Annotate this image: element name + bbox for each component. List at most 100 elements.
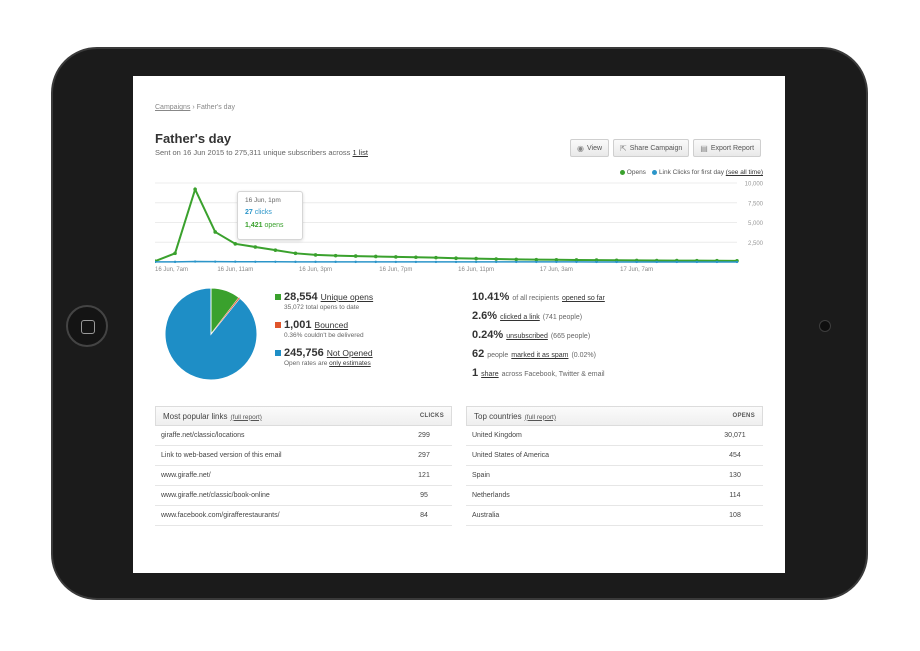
- tooltip-opens: 1,421 opens: [245, 222, 284, 229]
- clicks-point: [314, 260, 317, 264]
- row-value: 454: [729, 452, 741, 459]
- links-table-title: Most popular links (full report): [163, 412, 262, 421]
- bounced-link[interactable]: Bounced: [314, 320, 349, 330]
- tooltip-opens-label: opens: [264, 222, 284, 229]
- opens-line-chart: 10,000 7,500 5,000 2,500 16 Jun, 7am 16 Jun, …: [155, 182, 764, 273]
- table-row[interactable]: www.giraffe.net/121: [155, 466, 452, 486]
- stat-not-opened: 245,756 Not Opened Open rates are only es…: [275, 347, 373, 367]
- table-row[interactable]: giraffe.net/classic/locations 299: [155, 426, 452, 446]
- export-report-button[interactable]: ▤ Export Report: [693, 139, 762, 157]
- y-tick-label: 2,500: [748, 241, 764, 247]
- row-name: Link to web-based version of this email: [161, 452, 282, 459]
- table-row[interactable]: United States of America 454: [466, 446, 763, 466]
- legend-clicks-label: Link Clicks for first day: [658, 169, 724, 176]
- see-all-time-link[interactable]: (see all time): [725, 169, 763, 176]
- view-label: View: [586, 144, 603, 152]
- clicks-point: [715, 260, 719, 264]
- table-row[interactable]: United Kingdom 30,071: [466, 426, 763, 446]
- pie-slice-opens: [210, 287, 240, 336]
- x-tick-label: 17 Jun, 3am: [540, 267, 573, 273]
- opened-so-far-link[interactable]: opened so far: [562, 295, 605, 302]
- opens-point: [514, 257, 519, 262]
- opens-point: [353, 254, 358, 258]
- list-link[interactable]: 1 list: [352, 148, 368, 157]
- clicks-point: [254, 260, 257, 263]
- links-full-report-link[interactable]: (full report): [230, 413, 262, 421]
- clicks-point: [635, 260, 638, 264]
- countries-full-report-link[interactable]: (full report): [524, 413, 557, 421]
- table-row[interactable]: Netherlands 114: [466, 486, 763, 506]
- opens-point: [414, 255, 418, 260]
- x-tick-label: 16 Jun, 11pm: [458, 267, 494, 273]
- row-value: 130: [729, 472, 741, 479]
- breadcrumb-current: Father's day: [196, 104, 235, 111]
- table-row[interactable]: www.facebook.com/girafferestaurants/84: [155, 506, 452, 526]
- summary-opened: 10.41% of all recipients opened so far: [472, 291, 605, 310]
- share-count: 1: [472, 367, 479, 379]
- opens-point: [394, 255, 398, 259]
- opens-point: [554, 257, 559, 262]
- countries-table-header: Top countries (full report) OPENS: [466, 406, 763, 426]
- opened-pct: 10.41%: [472, 291, 510, 303]
- not-opened-link[interactable]: Not Opened: [326, 348, 373, 358]
- share-icon: ⇱: [620, 143, 627, 153]
- share-campaign-button[interactable]: ⇱ Share Campaign: [613, 139, 690, 157]
- subtitle-text: Sent on 16 Jun 2015 to 275,311 unique su…: [155, 148, 351, 157]
- page-title: Father's day: [155, 131, 232, 146]
- row-name: www.giraffe.net/: [161, 472, 211, 479]
- clicks-point: [655, 260, 658, 264]
- summary-clicked: 2.6% clicked a link (741 people): [472, 310, 605, 329]
- x-tick-label: 17 Jun, 7am: [620, 267, 653, 273]
- table-row[interactable]: Link to web-based version of this email 2…: [155, 446, 452, 466]
- clicked-pct: 2.6%: [472, 310, 498, 322]
- clicks-dot-icon: [651, 169, 657, 175]
- stats-right: 10.41% of all recipients opened so far 2.6…: [472, 291, 605, 386]
- clicks-point: [555, 260, 558, 264]
- opens-series-line: [155, 186, 738, 263]
- y-tick-label: 7,500: [748, 201, 764, 207]
- clicks-point: [494, 260, 498, 264]
- x-tick-label: 16 Jun, 7pm: [379, 267, 412, 273]
- only-estimates-link[interactable]: only estimates: [329, 360, 371, 367]
- row-value: 121: [418, 472, 430, 479]
- x-tick-label: 16 Jun, 3pm: [299, 267, 332, 273]
- opens-point: [594, 258, 599, 262]
- popular-links-table: Most popular links (full report) CLICKS g…: [155, 406, 452, 526]
- clicks-point: [173, 260, 177, 264]
- spam-link[interactable]: marked it as spam: [511, 352, 569, 359]
- bounced-sub: 0.36% couldn't be delivered: [284, 332, 364, 339]
- table-row[interactable]: Australia 108: [466, 506, 763, 526]
- table-row[interactable]: www.giraffe.net/classic/book-online 95: [155, 486, 452, 506]
- not-opened-value: 245,756: [284, 347, 324, 359]
- unique-opens-link[interactable]: Unique opens: [320, 292, 374, 302]
- row-name: United States of America: [472, 452, 550, 459]
- row-name: www.facebook.com/girafferestaurants/: [161, 512, 280, 519]
- clicked-link[interactable]: clicked a link: [500, 314, 540, 321]
- spam-text: people: [487, 352, 509, 359]
- bounced-square-icon: [275, 322, 281, 328]
- tooltip-clicks-label: clicks: [254, 209, 272, 216]
- tooltip-opens-value: 1,421: [245, 222, 263, 229]
- legend-opens: Opens: [619, 169, 646, 176]
- clicks-point: [615, 260, 618, 264]
- legend-clicks: Link Clicks for first day (see all time): [651, 169, 763, 176]
- breadcrumb: Campaigns › Father's day: [155, 104, 235, 111]
- stats-left: 28,554 Unique opens 35,072 total opens to…: [275, 291, 373, 375]
- home-button[interactable]: [66, 305, 108, 347]
- opens-point: [333, 253, 338, 258]
- opens-point: [454, 256, 458, 261]
- unsubscribed-link[interactable]: unsubscribed: [506, 333, 548, 340]
- view-button[interactable]: ◉ View: [570, 139, 610, 157]
- breadcrumb-campaigns-link[interactable]: Campaigns: [155, 104, 191, 111]
- share-link[interactable]: share: [481, 371, 499, 378]
- clicks-point: [394, 260, 398, 264]
- table-row[interactable]: Spain 130: [466, 466, 763, 486]
- row-value: 84: [420, 512, 428, 519]
- clicks-point: [274, 260, 277, 264]
- opens-point: [494, 257, 498, 261]
- opens-point: [173, 251, 177, 256]
- links-title-text: Most popular links: [163, 411, 228, 421]
- opens-square-icon: [275, 294, 281, 300]
- clicks-point: [294, 260, 297, 264]
- row-name: giraffe.net/classic/locations: [161, 432, 245, 439]
